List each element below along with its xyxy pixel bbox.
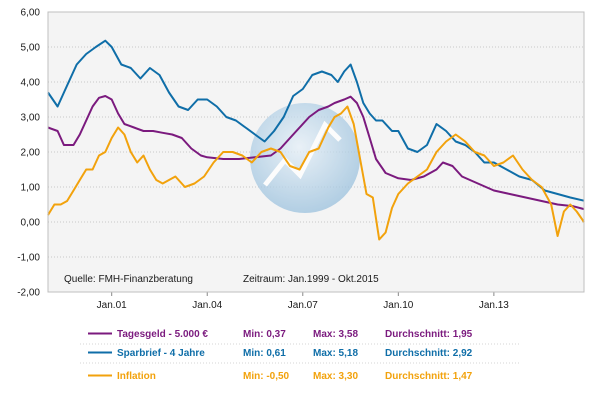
y-tick-label: 6,00 <box>21 8 41 19</box>
y-tick-label: -2,00 <box>17 288 40 299</box>
legend: Tagesgeld - 5.000 € Min: 0,37 Max: 3,58 Dur… <box>80 329 520 382</box>
legend-text: Tagesgeld - 5.000 € <box>117 329 208 340</box>
y-tick-label: 2,00 <box>21 148 41 159</box>
legend-text: Durchschnitt: 1,47 <box>385 371 473 382</box>
x-tick-label: Jan.10 <box>383 300 413 311</box>
x-axis: Jan.01 Jan.04 Jan.07 Jan.10 Jan.13 <box>97 292 509 311</box>
series-lines <box>47 39 585 241</box>
plot-border <box>47 11 585 293</box>
legend-text: Durchschnitt: 1,95 <box>385 329 473 340</box>
legend-text: Sparbrief - 4 Jahre <box>117 348 205 359</box>
legend-text: Durchschnitt: 2,92 <box>385 348 473 359</box>
x-tick-label: Jan.01 <box>97 300 127 311</box>
series-line-0 <box>47 95 585 211</box>
x-tick-label: Jan.04 <box>192 300 222 311</box>
series-line-2 <box>47 105 585 241</box>
y-tick-label: 5,00 <box>21 43 41 54</box>
legend-text: Max: 3,30 <box>313 371 358 382</box>
period-text: Zeitraum: Jan.1999 - Okt.2015 <box>243 274 379 285</box>
legend-text: Max: 3,58 <box>313 329 358 340</box>
legend-text: Min: 0,61 <box>243 348 286 359</box>
y-tick-label: 4,00 <box>21 78 41 89</box>
x-tick-label: Jan.07 <box>288 300 318 311</box>
series-line-1 <box>47 39 585 202</box>
y-tick-label: -1,00 <box>17 253 40 264</box>
y-tick-label: 0,00 <box>21 218 41 229</box>
legend-text: Min: 0,37 <box>243 329 286 340</box>
legend-text: Max: 5,18 <box>313 348 358 359</box>
y-axis: 6,00 5,00 4,00 3,00 2,00 1,00 0,00 -1,00 -2,00 <box>17 8 40 299</box>
legend-text: Min: -0,50 <box>243 371 290 382</box>
y-tick-label: 3,00 <box>21 113 41 124</box>
legend-text: Inflation <box>117 371 156 382</box>
y-tick-label: 1,00 <box>21 183 41 194</box>
source-text: Quelle: FMH-Finanzberatung <box>64 274 193 285</box>
x-tick-label: Jan.13 <box>479 300 509 311</box>
